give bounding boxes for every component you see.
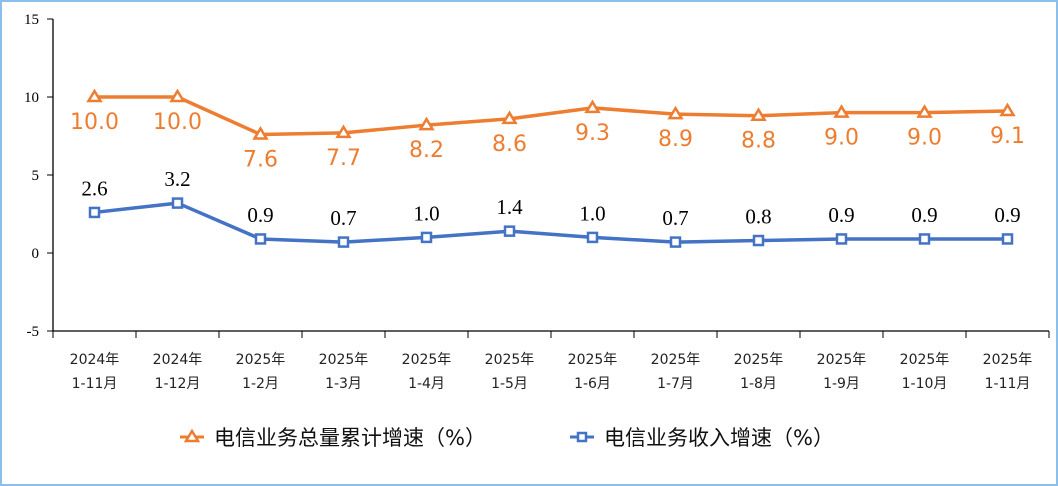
data-label: 1.4	[496, 195, 523, 219]
y-tick-label: 0	[32, 246, 40, 262]
data-label: 0.9	[247, 203, 273, 227]
x-tick-label: 2024年	[153, 352, 203, 368]
x-tick-label: 1-9月	[823, 376, 860, 392]
y-tick-label: 5	[32, 168, 40, 184]
x-tick-label: 1-8月	[740, 376, 777, 392]
data-point-triangle	[667, 105, 684, 120]
data-label: 9.3	[575, 121, 610, 146]
data-label: 3.2	[164, 167, 190, 191]
legend-label: 电信业务总量累计增速（%）	[214, 426, 486, 450]
data-point-square	[420, 231, 433, 244]
data-point-square	[171, 197, 184, 209]
data-point-square	[835, 233, 848, 245]
x-tick-label: 2024年	[70, 352, 120, 368]
data-point-square	[503, 225, 516, 237]
legend-triangle-marker	[183, 428, 201, 443]
data-label: 0.7	[662, 206, 688, 230]
x-tick-label: 2025年	[817, 352, 867, 368]
x-tick-label: 2025年	[236, 352, 286, 368]
x-tick-label: 1-11月	[72, 376, 118, 392]
x-tick-label: 2025年	[651, 352, 701, 368]
data-label: 10.0	[70, 110, 119, 135]
x-tick-label: 2025年	[734, 352, 784, 368]
data-label: 8.8	[741, 129, 776, 154]
data-label: 0.9	[994, 203, 1020, 227]
y-tick-label: -5	[27, 324, 40, 340]
data-label: 1.0	[413, 201, 439, 225]
data-point-square	[752, 234, 765, 247]
data-point-triangle	[750, 107, 767, 121]
x-tick-label: 1-6月	[574, 376, 611, 392]
y-tick-label: 10	[24, 90, 39, 106]
data-point-triangle	[916, 104, 933, 118]
x-tick-label: 1-2月	[242, 376, 279, 392]
data-point-triangle	[252, 126, 269, 140]
data-label: 0.9	[911, 203, 937, 227]
x-tick-label: 1-11月	[985, 376, 1031, 392]
x-tick-label: 1-3月	[325, 376, 362, 392]
y-tick-label: 15	[24, 12, 39, 28]
legend-label: 电信业务收入增速（%）	[604, 426, 834, 450]
data-label: 0.9	[828, 203, 854, 227]
data-point-square	[586, 231, 599, 244]
data-point-square	[88, 206, 101, 219]
data-label: 0.8	[745, 205, 771, 229]
data-point-triangle	[999, 102, 1016, 117]
data-point-square	[254, 233, 267, 245]
x-tick-label: 2025年	[485, 352, 535, 368]
data-point-triangle	[335, 124, 352, 139]
x-tick-label: 2025年	[402, 352, 452, 368]
legend-square-marker	[576, 431, 588, 443]
x-tick-label: 1-7月	[657, 376, 694, 392]
data-label: 8.2	[409, 138, 444, 163]
data-label: 1.0	[579, 201, 605, 225]
data-point-triangle	[169, 88, 186, 103]
data-point-triangle	[833, 104, 850, 118]
data-point-triangle	[418, 116, 435, 131]
data-label: 9.1	[990, 124, 1025, 149]
data-label: 9.0	[824, 126, 859, 151]
data-label: 2.6	[81, 176, 107, 200]
x-tick-label: 1-5月	[491, 376, 528, 392]
data-label: 8.6	[492, 132, 527, 157]
x-tick-label: 1-10月	[902, 376, 948, 392]
data-label: 8.9	[658, 127, 693, 152]
data-point-triangle	[584, 99, 601, 114]
x-tick-label: 2025年	[983, 352, 1033, 368]
data-point-square	[918, 233, 931, 245]
data-point-square	[337, 236, 350, 248]
data-point-triangle	[501, 110, 518, 125]
data-point-square	[1001, 233, 1014, 245]
series-line	[94, 95, 1008, 137]
x-tick-label: 2025年	[319, 352, 369, 368]
data-label: 9.0	[907, 126, 942, 151]
data-point-triangle	[86, 88, 103, 103]
x-tick-label: 2025年	[568, 352, 618, 368]
x-tick-label: 2025年	[900, 352, 950, 368]
data-label: 7.6	[243, 147, 278, 172]
data-point-square	[669, 236, 682, 248]
x-tick-label: 1-4月	[408, 376, 445, 392]
x-tick-label: 1-12月	[155, 376, 201, 392]
data-label: 0.7	[330, 206, 356, 230]
data-label: 10.0	[153, 110, 202, 135]
data-label: 7.7	[326, 146, 361, 171]
series-line	[94, 201, 1008, 244]
